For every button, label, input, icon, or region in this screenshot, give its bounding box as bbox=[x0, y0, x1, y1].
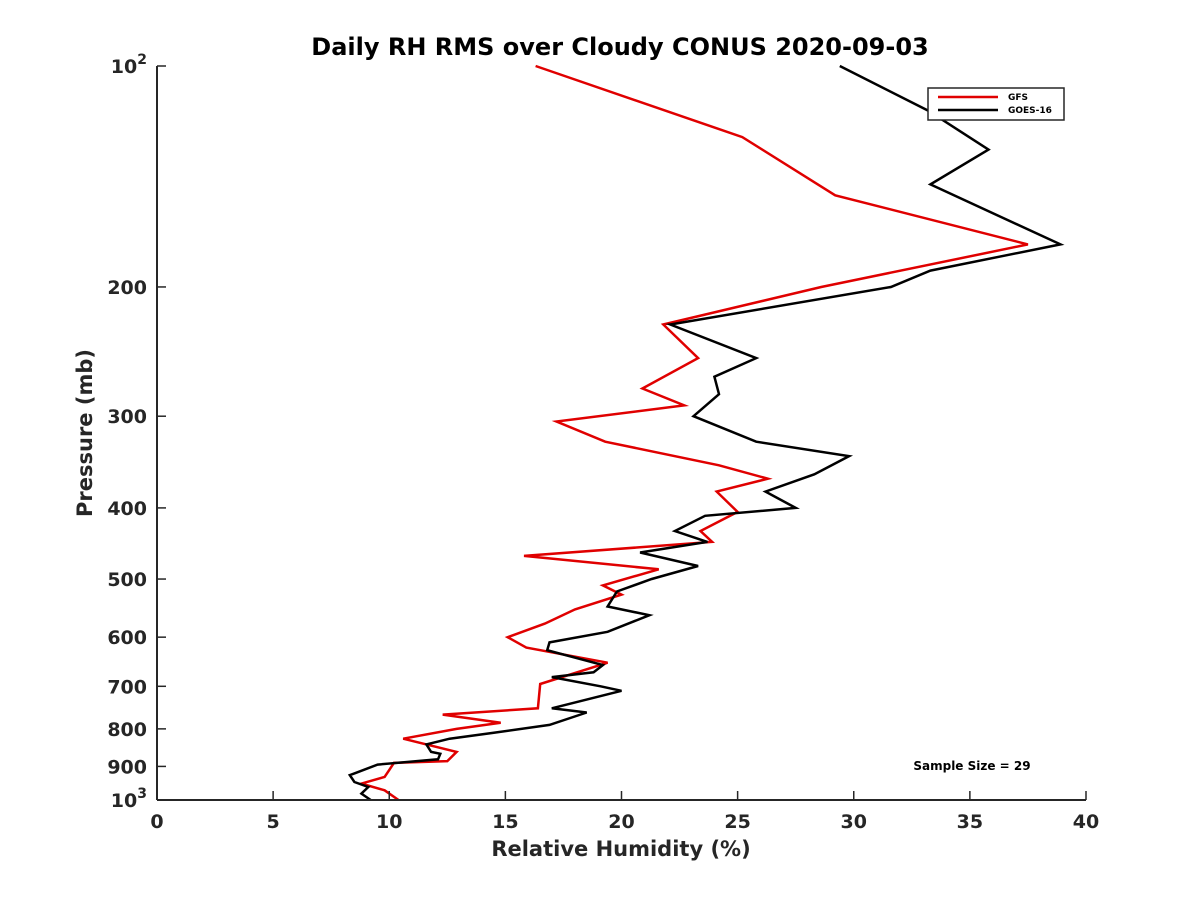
y-tick-label: 700 bbox=[107, 676, 147, 698]
x-axis-label: Relative Humidity (%) bbox=[491, 837, 750, 861]
y-tick-label: 500 bbox=[107, 569, 147, 591]
y-ticks: 102 200 300 400 500 600 700 800 900 103 bbox=[107, 52, 166, 812]
sample-size-annotation: Sample Size = 29 bbox=[913, 759, 1030, 773]
y-axis-label: Pressure (mb) bbox=[73, 349, 97, 517]
x-tick-label: 15 bbox=[492, 811, 518, 833]
chart-title: Daily RH RMS over Cloudy CONUS 2020-09-0… bbox=[311, 33, 928, 61]
series-line-goes-16 bbox=[347, 64, 1065, 802]
y-tick-label: 800 bbox=[107, 719, 147, 741]
legend-box bbox=[927, 87, 1065, 121]
x-tick-label: 35 bbox=[957, 811, 983, 833]
x-tick-label: 10 bbox=[376, 811, 402, 833]
x-tick-label: 25 bbox=[724, 811, 750, 833]
x-tick-label: 20 bbox=[608, 811, 634, 833]
series-line-gfs bbox=[356, 64, 1029, 802]
y-tick-label: 900 bbox=[107, 756, 147, 778]
x-tick-label: 0 bbox=[150, 811, 163, 833]
y-tick-label: 103 bbox=[111, 786, 147, 812]
series-layer bbox=[347, 64, 1065, 802]
legend-label-goes-16: GOES-16 bbox=[1008, 106, 1052, 116]
y-tick-label: 200 bbox=[107, 277, 147, 299]
legend-label-gfs: GFS bbox=[1008, 93, 1028, 103]
y-tick-label: 600 bbox=[107, 627, 147, 649]
x-ticks: 0 5 10 15 20 25 30 35 40 bbox=[150, 791, 1099, 833]
x-tick-label: 30 bbox=[841, 811, 867, 833]
x-tick-label: 5 bbox=[267, 811, 280, 833]
y-tick-label: 300 bbox=[107, 406, 147, 428]
y-tick-label: 400 bbox=[107, 498, 147, 520]
x-tick-label: 40 bbox=[1073, 811, 1099, 833]
legend: GFS GOES-16 bbox=[927, 87, 1065, 121]
y-tick-label: 102 bbox=[111, 52, 147, 78]
